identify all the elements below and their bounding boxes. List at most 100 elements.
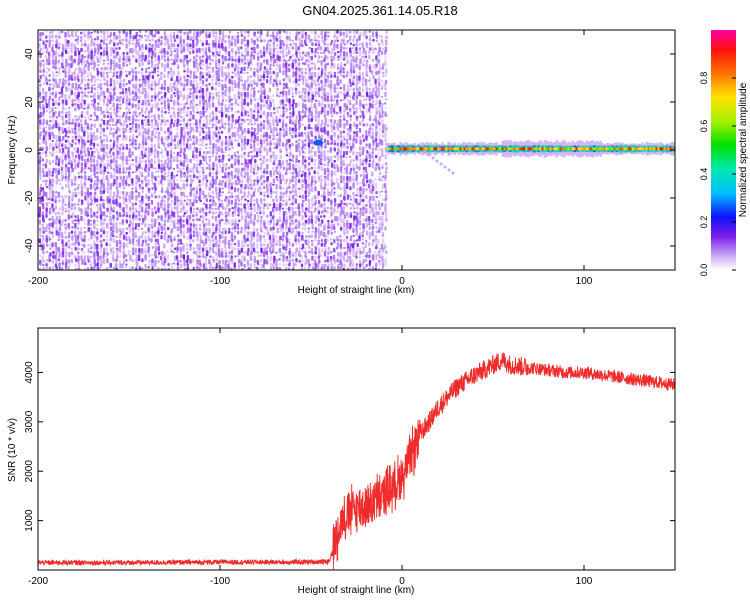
noise-speckle [86,267,90,270]
noise-speckle [233,79,236,84]
noise-speckle [179,203,182,207]
noise-speckle [81,155,84,162]
noise-speckle [260,54,263,59]
noise-speckle [330,267,333,270]
noise-speckle [225,162,228,167]
noise-speckle [47,103,51,108]
noise-speckle [205,134,208,141]
noise-speckle [71,243,74,246]
noise-speckle [243,127,246,132]
noise-speckle [112,167,116,172]
noise-speckle [76,214,80,219]
noise-speckle [289,43,292,46]
noise-speckle [205,74,209,77]
noise-speckle [195,186,199,192]
noise-speckle [84,87,87,91]
noise-speckle [94,175,97,179]
noise-speckle [51,39,54,42]
noise-speckle [52,83,55,89]
noise-speckle [333,262,336,265]
noise-speckle [227,67,230,70]
noise-speckle [234,71,237,78]
noise-speckle [144,179,147,183]
noise-speckle [256,62,260,67]
noise-speckle [39,243,43,248]
noise-speckle [125,107,128,110]
noise-speckle [134,130,138,133]
noise-speckle [52,50,55,56]
noise-speckle [172,178,176,184]
noise-speckle [67,30,70,36]
noise-speckle [333,250,337,253]
noise-speckle [141,222,144,225]
noise-speckle [137,178,141,183]
noise-speckle [39,70,42,74]
noise-speckle [278,219,282,222]
noise-speckle [291,91,294,95]
noise-speckle [182,167,185,170]
noise-speckle [179,90,182,95]
noise-speckle [330,174,333,179]
noise-speckle [230,123,234,129]
noise-speckle [253,79,256,84]
noise-speckle [193,146,196,152]
noise-speckle [96,43,99,47]
noise-speckle [109,251,113,255]
noise-speckle [147,235,150,240]
noise-speckle [96,74,99,78]
noise-speckle [208,50,211,53]
noise-speckle [336,79,339,86]
noise-speckle [163,171,167,176]
noise-speckle [222,34,225,40]
noise-speckle [190,83,193,87]
noise-speckle [313,71,317,78]
noise-speckle [151,166,155,170]
noise-speckle [247,215,251,219]
noise-speckle [270,195,273,198]
noise-speckle [327,220,330,223]
noise-speckle [172,251,176,254]
noise-speckle [257,55,260,61]
noise-speckle [51,159,55,164]
noise-speckle [93,42,96,47]
noise-speckle [298,167,302,173]
noise-speckle [134,98,138,102]
noise-speckle [84,83,87,87]
noise-speckle [199,39,202,42]
noise-speckle [112,59,115,65]
noise-speckle [241,106,244,112]
noise-speckle [326,150,330,153]
noise-speckle [179,94,183,98]
noise-speckle [215,192,218,196]
noise-speckle [252,54,256,60]
noise-speckle [52,254,55,259]
noise-speckle [324,210,327,213]
noise-speckle [301,155,305,159]
noise-speckle [253,263,256,266]
noise-speckle [237,75,241,80]
noise-speckle [169,114,173,118]
noise-speckle [108,42,112,45]
noise-speckle [310,87,313,90]
noise-speckle [311,230,314,233]
noise-speckle [119,92,122,95]
noise-speckle [241,254,244,259]
noise-speckle [215,115,218,121]
noise-speckle [41,240,45,245]
noise-speckle [183,43,186,48]
noise-speckle [76,259,80,263]
noise-speckle [86,255,90,260]
noise-speckle [163,258,167,264]
noise-speckle [260,182,263,186]
noise-speckle [45,135,48,139]
noise-speckle [241,83,244,87]
noise-speckle [202,202,206,205]
noise-speckle [307,258,310,264]
noise-speckle [77,267,81,270]
noise-speckle [234,167,237,173]
noise-speckle [138,38,141,42]
noise-speckle [301,231,304,235]
noise-speckle [253,163,256,170]
noise-speckle [116,155,119,160]
noise-speckle [297,147,301,153]
